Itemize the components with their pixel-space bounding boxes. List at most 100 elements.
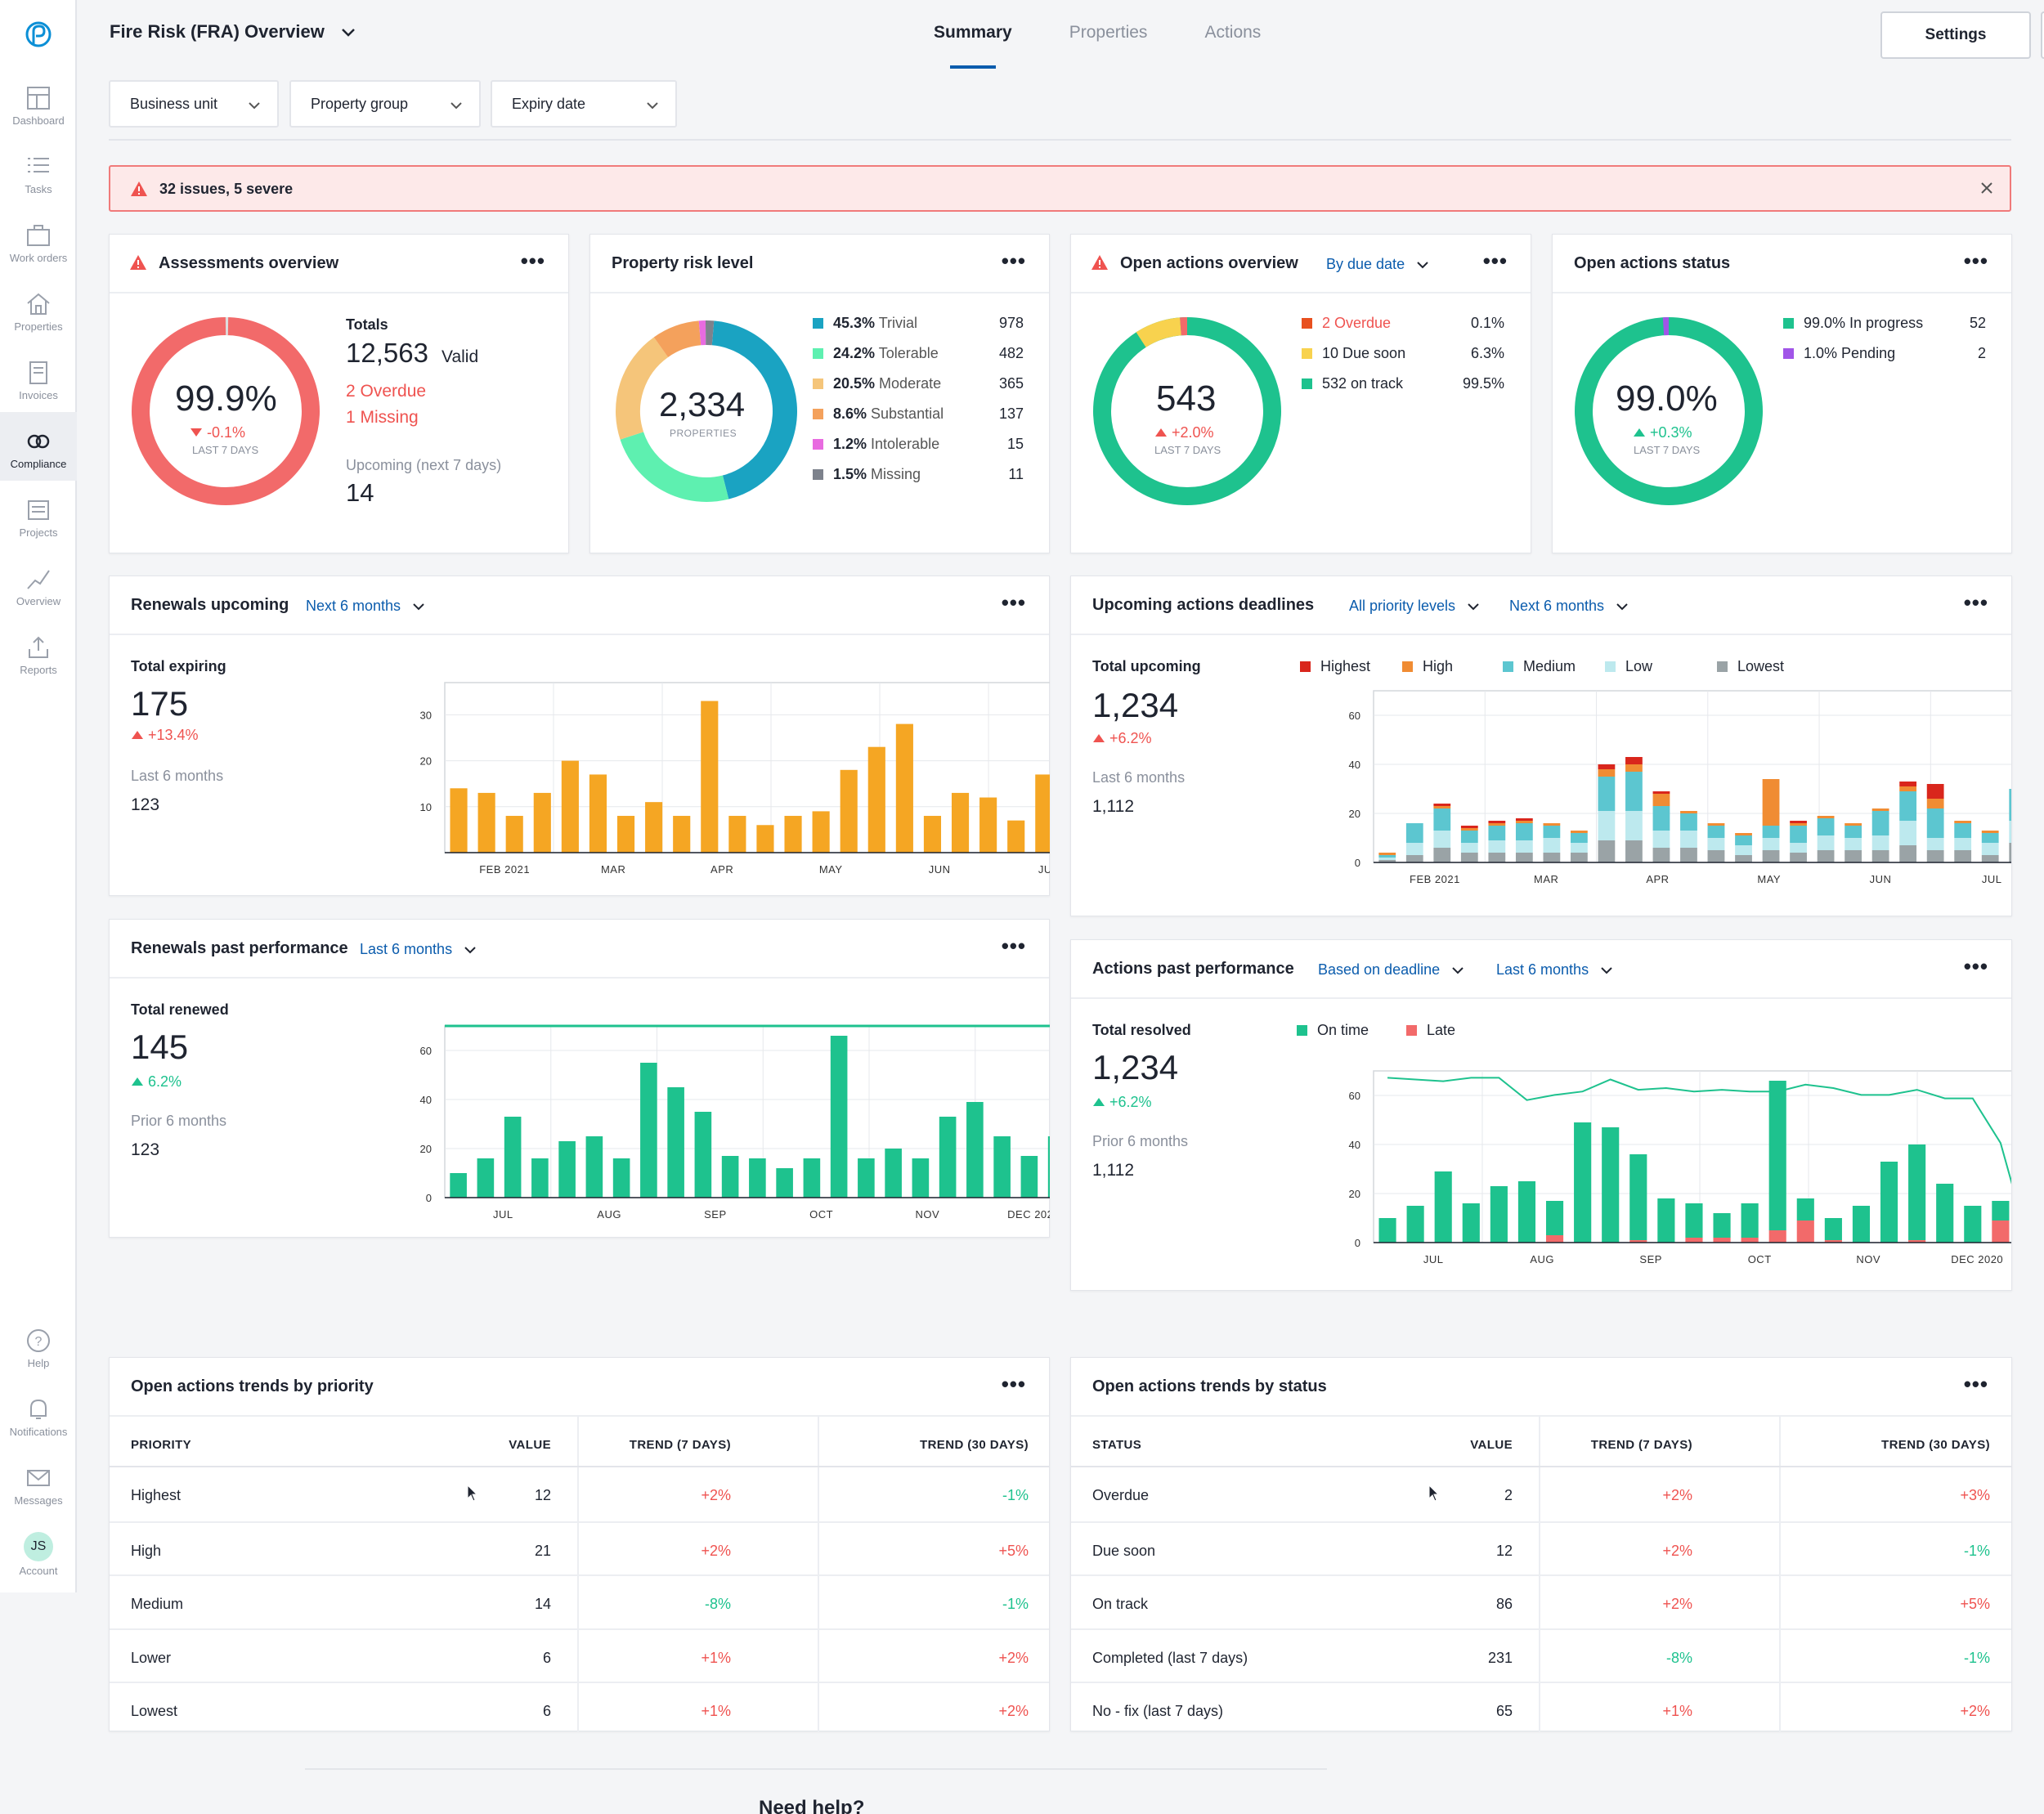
tab-actions[interactable]: Actions [1204, 23, 1262, 42]
legend-item[interactable]: Highest [1300, 658, 1370, 675]
legend-label: Intolerable [867, 436, 940, 452]
legend-item[interactable]: Late [1406, 1022, 1455, 1039]
legend-item[interactable]: On time [1297, 1022, 1369, 1039]
upcoming-label: Upcoming (next 7 days) [346, 457, 502, 473]
bar-segment [1908, 1144, 1926, 1240]
column-header: VALUE [1470, 1438, 1513, 1452]
sidebar-item-overview[interactable]: Overview [0, 558, 77, 626]
bar-segment [1652, 806, 1670, 831]
open-actions-change: +2.0% [1154, 424, 1214, 441]
bar-segment [1378, 858, 1396, 860]
legend-item[interactable]: 8.6% Substantial [813, 405, 944, 423]
legend-item[interactable]: 2 Overdue [1302, 315, 1391, 332]
legend-item[interactable]: 45.3% Trivial [813, 315, 917, 332]
column-header: STATUS [1092, 1438, 1142, 1452]
bar [923, 816, 942, 853]
legend-item[interactable]: Low [1605, 658, 1652, 675]
page-title-dropdown[interactable]: Fire Risk (FRA) Overview [110, 21, 356, 43]
period-dropdown[interactable]: Last 6 months [360, 941, 477, 958]
table-row[interactable]: On track 86 +2% +5% [1071, 1574, 2011, 1628]
more-options-icon[interactable]: ••• [1001, 1372, 1026, 1396]
bar-segment [1680, 813, 1697, 831]
more-options-icon[interactable]: ••• [1482, 249, 1508, 273]
bar [895, 723, 913, 853]
period-label: LAST 7 DAYS [192, 444, 259, 456]
sidebar-item-properties[interactable]: Properties [0, 283, 77, 352]
filter-expiry-date[interactable]: Expiry date [491, 80, 677, 128]
legend-item[interactable]: Medium [1503, 658, 1576, 675]
legend-label: 99.0% In progress [1804, 315, 1924, 331]
table-row[interactable]: Due soon 12 +2% -1% [1071, 1521, 2011, 1575]
filter-business-unit[interactable]: Business unit [109, 80, 279, 128]
overdue-count[interactable]: 2 Overdue [346, 382, 427, 401]
filter-settings-button[interactable] [2041, 11, 2044, 59]
missing-count[interactable]: 1 Missing [346, 408, 419, 427]
sidebar-item-projects[interactable]: Projects [0, 489, 77, 558]
settings-button[interactable]: Settings [1880, 11, 2031, 59]
more-options-icon[interactable]: ••• [1963, 954, 1988, 979]
legend-value: 482 [998, 345, 1024, 361]
filter-property-group[interactable]: Property group [289, 80, 481, 128]
legend-value: 2 [1977, 345, 1986, 361]
tab-summary[interactable]: Summary [934, 23, 1012, 69]
priority-dropdown[interactable]: All priority levels [1349, 598, 1480, 615]
legend-item[interactable]: 1.0% Pending [1783, 345, 1895, 362]
trend-30-days: +2% [998, 1649, 1029, 1666]
donut-slice [620, 431, 729, 502]
sidebar-item-account[interactable]: JS Account [0, 1525, 77, 1594]
table-row[interactable]: No - fix (last 7 days) 65 +1% +2% [1071, 1682, 2011, 1736]
legend-item[interactable]: 532 on track [1302, 375, 1403, 392]
more-options-icon[interactable]: ••• [1001, 590, 1026, 615]
legend-item[interactable]: 10 Due soon [1302, 345, 1405, 362]
app-logo-icon[interactable] [20, 16, 56, 52]
bar-segment [1707, 826, 1725, 838]
bar-segment [1713, 1213, 1731, 1238]
sidebar-item-dashboard[interactable]: Dashboard [0, 77, 77, 146]
legend-item[interactable]: 1.2% Intolerable [813, 436, 939, 453]
card-title: Open actions status [1574, 254, 1731, 272]
divider [109, 139, 2011, 141]
period-dropdown[interactable]: Last 6 months [1496, 961, 1613, 979]
legend-item[interactable]: 24.2% Tolerable [813, 345, 939, 362]
table-row[interactable]: Lowest 6 +1% +2% [110, 1682, 1049, 1736]
table-row[interactable]: Completed (last 7 days) 231 -8% -1% [1071, 1628, 2011, 1682]
sidebar-item-help[interactable]: ? Help [0, 1319, 77, 1388]
table-row[interactable]: Overdue 2 +2% +3% [1071, 1467, 2011, 1521]
more-options-icon[interactable]: ••• [1001, 934, 1026, 958]
table-row[interactable]: Medium 14 -8% -1% [110, 1574, 1049, 1628]
legend-item[interactable]: High [1402, 658, 1453, 675]
period-dropdown[interactable]: Next 6 months [306, 598, 425, 615]
more-options-icon[interactable]: ••• [520, 249, 545, 273]
basis-dropdown[interactable]: Based on deadline [1318, 961, 1464, 979]
bar-segment [1378, 855, 1396, 858]
legend-item[interactable]: 1.5% Missing [813, 466, 921, 483]
tab-properties[interactable]: Properties [1069, 23, 1148, 42]
sidebar-item-invoices[interactable]: Invoices [0, 352, 77, 420]
trend-7-days: +2% [701, 1542, 731, 1559]
period-dropdown[interactable]: Next 6 months [1509, 598, 1629, 615]
bar-segment [1762, 826, 1780, 838]
legend-item[interactable]: Lowest [1717, 658, 1784, 675]
legend-item[interactable]: 99.0% In progress [1783, 315, 1923, 332]
due-date-dropdown[interactable]: By due date [1326, 256, 1429, 273]
more-options-icon[interactable]: ••• [1963, 590, 1988, 615]
trend-30-days: -1% [1002, 1596, 1029, 1612]
more-options-icon[interactable]: ••• [1963, 249, 1988, 273]
sidebar-item-messages[interactable]: Messages [0, 1457, 77, 1525]
sidebar-item-compliance[interactable]: Compliance [0, 412, 77, 481]
bar-segment [1899, 821, 1917, 845]
sidebar-item-work-orders[interactable]: Work orders [0, 214, 77, 283]
sidebar-item-notifications[interactable]: Notifications [0, 1388, 77, 1457]
row-name: Lower [131, 1649, 172, 1666]
more-options-icon[interactable]: ••• [1963, 1372, 1988, 1396]
close-icon[interactable] [1979, 180, 1995, 196]
table-row[interactable]: High 21 +2% +5% [110, 1521, 1049, 1575]
table-row[interactable]: Highest 12 +2% -1% [110, 1467, 1049, 1521]
legend-label: On time [1317, 1022, 1369, 1038]
sidebar-item-reports[interactable]: Reports [0, 626, 77, 695]
table-row[interactable]: Lower 6 +1% +2% [110, 1628, 1049, 1682]
row-name: Completed (last 7 days) [1092, 1649, 1248, 1666]
sidebar-item-tasks[interactable]: Tasks [0, 146, 77, 214]
legend-item[interactable]: 20.5% Moderate [813, 375, 941, 392]
more-options-icon[interactable]: ••• [1001, 249, 1026, 273]
